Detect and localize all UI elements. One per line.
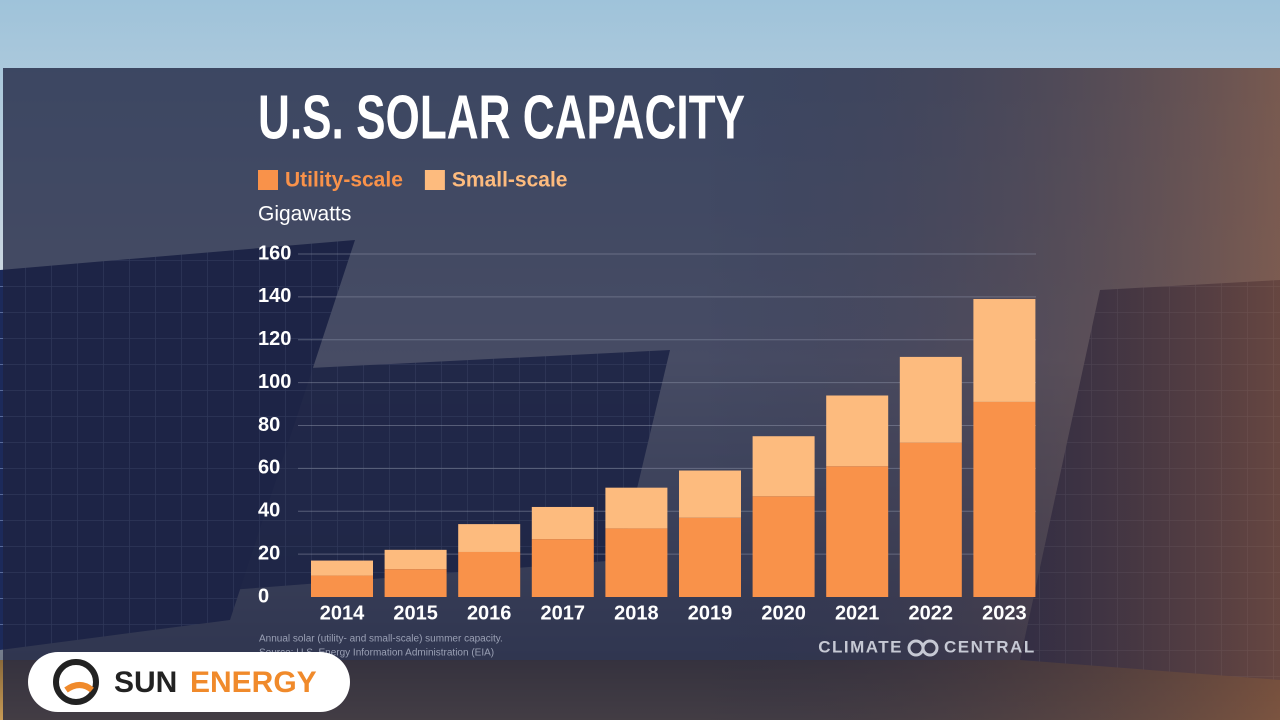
credit: CENTRAL [944,637,1036,656]
bar-segment [899,442,962,597]
bar-segment [384,549,447,570]
x-tick-label: 2014 [320,602,365,624]
x-tick-label: 2020 [761,602,806,624]
credit: CLIMATE [818,637,903,656]
chart: Utility-scale Small-scale 0 20 40 60 80 100 120 1… [258,169,1036,624]
y-tick-label: 80 [258,414,280,436]
bar-segment [679,470,741,518]
bar-segment [458,551,521,597]
y-tick-label: 60 [258,457,280,479]
y-tick-label: 40 [258,500,280,522]
logo-text: SUN [114,666,177,699]
x-tick-label: 2021 [835,602,880,624]
bar-segment [899,356,962,443]
bar-segment [531,539,594,597]
bar-segment [752,436,815,497]
legend-label: Utility-scale [285,169,403,192]
y-tick-label: 20 [258,542,280,564]
bar-segment [458,524,521,552]
logo-icon [53,659,99,705]
y-tick-label: 120 [258,328,291,350]
x-tick-label: 2015 [393,602,438,624]
bar-segment [531,506,594,540]
bar-segment [752,496,815,597]
y-tick-label: 100 [258,371,291,393]
note: Source: U.S. Energy Information Administ… [259,648,494,659]
bar-segment [605,528,668,597]
legend-label: Small-scale [452,169,568,192]
note: Annual solar (utility- and small-scale) … [259,634,503,645]
chart-title: U.S. SOLAR CAPACITY [258,83,745,152]
y-tick-label: 160 [258,242,291,264]
bar-segment [311,560,373,576]
bar-segment [826,466,889,597]
bar-segment [973,401,1036,597]
credit-icon [907,639,939,657]
bar-segment [605,487,668,529]
y-tick-label: 140 [258,285,291,307]
x-tick-label: 2023 [982,602,1027,624]
y-tick-label: 0 [258,585,269,607]
x-tick-label: 2017 [541,602,586,624]
bar-segment [973,299,1036,402]
bar-segment [311,575,373,597]
axis-label: Gigawatts [258,203,351,226]
x-tick-label: 2022 [909,602,954,624]
x-tick-label: 2018 [614,602,659,624]
legend-swatch [424,170,445,190]
bar-segment [384,569,447,597]
logo-text: ENERGY [190,666,317,699]
bar-segment [679,517,741,597]
x-tick-label: 2019 [688,602,733,624]
x-tick-label: 2016 [467,602,512,624]
logo-badge [28,652,350,712]
bar-segment [826,395,889,467]
legend-swatch [258,170,278,190]
